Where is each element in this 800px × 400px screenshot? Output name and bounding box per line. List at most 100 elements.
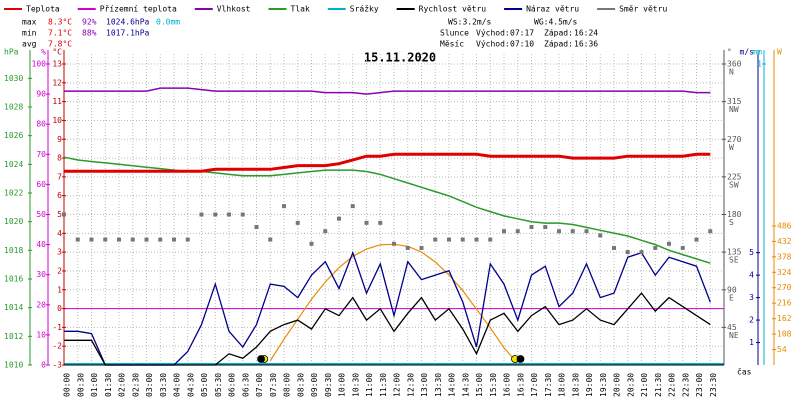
- direction-marker: [89, 237, 94, 242]
- x-tick-label: 09:30: [324, 373, 333, 397]
- direction-marker: [570, 229, 575, 234]
- wind-speed: WS:3.2m/s: [448, 18, 492, 27]
- moon-rise-marker: [257, 355, 265, 363]
- x-tick-label: 22:30: [681, 373, 690, 397]
- direction-marker: [667, 241, 671, 246]
- tick-label: 5: [57, 210, 62, 219]
- direction-marker: [240, 212, 245, 217]
- stat-pressure: 1024.6hPa: [106, 18, 150, 27]
- tick-label: 1026: [4, 131, 23, 140]
- direction-marker: [680, 245, 685, 250]
- moon-rise: 07:10: [510, 40, 534, 49]
- direction-marker: [309, 241, 314, 246]
- sun-rise: 07:17: [510, 29, 534, 38]
- x-tick-label: 05:00: [200, 373, 209, 397]
- legend-label: Srážky: [350, 5, 379, 14]
- x-tick-label: 04:00: [173, 373, 182, 397]
- legend-label: Přízemní teplota: [100, 5, 177, 14]
- direction-marker: [295, 220, 300, 225]
- axis-unit: W: [777, 48, 782, 57]
- x-tick-label: 16:30: [516, 373, 525, 397]
- tick-label: 0: [41, 361, 46, 370]
- x-tick-label: 20:30: [626, 373, 635, 397]
- x-tick-label: 18:00: [558, 373, 567, 397]
- tick-label: 5: [749, 248, 754, 257]
- x-tick-label: 20:00: [613, 373, 622, 397]
- direction-marker: [557, 229, 561, 234]
- direction-marker: [447, 237, 451, 242]
- direction-marker: [172, 237, 176, 242]
- wind-gust: WG:4.5m/s: [534, 18, 578, 27]
- stat-temp: 7.8°C: [48, 40, 72, 49]
- tick-label: -3: [52, 361, 62, 370]
- tick-label: 9: [57, 135, 62, 144]
- tick-label: 1012: [4, 332, 23, 341]
- x-axis-label: čas: [737, 367, 752, 377]
- compass-label: NE: [729, 331, 739, 340]
- tick-label: 7: [57, 172, 62, 181]
- direction-marker: [474, 237, 479, 242]
- tick-label: 70: [36, 150, 46, 159]
- series-line: [64, 87, 711, 95]
- direction-marker: [460, 237, 465, 242]
- x-tick-label: 05:30: [214, 373, 223, 397]
- moon-set: 16:36: [574, 40, 598, 49]
- tick-label: 180: [727, 210, 742, 219]
- tick-label: 30: [36, 270, 46, 279]
- stat-humidity: 92%: [82, 18, 97, 27]
- tick-label: 80: [36, 120, 46, 129]
- stat-label: min: [22, 29, 37, 38]
- x-tick-label: 21:30: [654, 373, 663, 397]
- tick-label: 135: [727, 248, 742, 257]
- x-tick-label: 07:30: [269, 373, 278, 397]
- x-tick-label: 22:00: [668, 373, 677, 397]
- tick-label: 1024: [4, 160, 23, 169]
- x-tick-label: 01:30: [104, 373, 113, 397]
- direction-marker: [694, 237, 699, 242]
- x-tick-label: 18:30: [571, 373, 580, 397]
- tick-label: 1: [757, 60, 762, 69]
- x-tick-label: 13:00: [420, 373, 429, 397]
- stat-label: avg: [22, 40, 37, 49]
- direction-marker: [378, 220, 383, 225]
- tick-label: 4: [749, 271, 754, 280]
- tick-label: 1: [749, 338, 754, 347]
- x-tick-label: 19:30: [599, 373, 608, 397]
- sun-set: 16:24: [574, 29, 598, 38]
- direction-marker: [653, 245, 658, 250]
- tick-label: 270: [727, 135, 742, 144]
- series-line: [64, 292, 711, 366]
- direction-marker: [364, 220, 369, 225]
- tick-label: 12: [52, 78, 62, 87]
- chart-title: 15.11.2020: [364, 51, 436, 65]
- x-tick-label: 07:00: [255, 373, 264, 397]
- tick-label: 13: [52, 60, 62, 69]
- axis-unit: °: [727, 48, 732, 57]
- stat-label: max: [22, 18, 37, 27]
- x-tick-label: 11:00: [365, 373, 374, 397]
- direction-marker: [268, 237, 273, 242]
- tick-label: 2: [749, 316, 754, 325]
- legend-label: Rychlost větru: [419, 5, 487, 14]
- tick-label: 486: [777, 221, 792, 230]
- direction-marker: [488, 237, 493, 242]
- x-tick-label: 08:00: [283, 373, 292, 397]
- tick-label: 54: [777, 345, 787, 354]
- tick-label: 60: [36, 180, 46, 189]
- moon-label: Měsíc: [440, 40, 464, 49]
- axis-unit: °C: [52, 48, 62, 57]
- direction-marker: [515, 229, 520, 234]
- sun-rise-label: Východ:: [476, 29, 510, 38]
- tick-label: 1016: [4, 275, 23, 284]
- x-tick-label: 12:30: [406, 373, 415, 397]
- x-tick-label: 11:30: [379, 373, 388, 397]
- compass-label: NW: [729, 105, 739, 114]
- x-tick-label: 15:30: [489, 373, 498, 397]
- axis-unit: m/s: [740, 48, 755, 57]
- direction-marker: [337, 216, 341, 221]
- axis-unit: %: [41, 48, 46, 57]
- tick-label: 2: [57, 266, 62, 275]
- tick-label: 100: [32, 60, 47, 69]
- direction-marker: [598, 233, 603, 238]
